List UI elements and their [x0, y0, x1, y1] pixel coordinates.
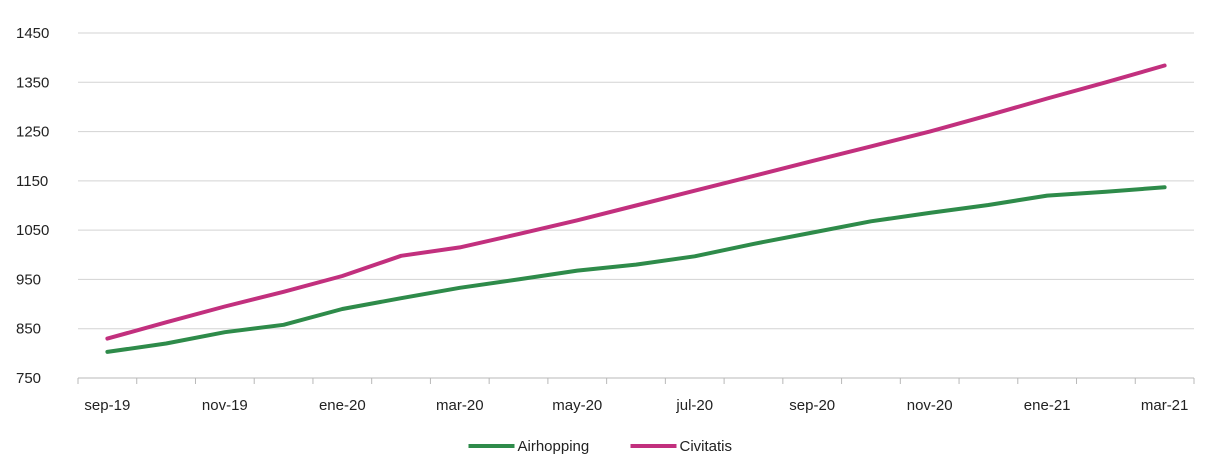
- legend-label-civitatis: Civitatis: [680, 438, 733, 455]
- series-lines: [105, 63, 1167, 354]
- x-tick-label: may-20: [552, 397, 602, 414]
- y-tick-label: 1050: [16, 222, 49, 239]
- x-tick-label: mar-21: [1141, 397, 1189, 414]
- y-tick-label: 850: [16, 321, 41, 338]
- y-tick-label: 950: [16, 271, 41, 288]
- x-tick-label: sep-20: [789, 397, 835, 414]
- y-tick-label: 750: [16, 370, 41, 387]
- x-tick-label: sep-19: [84, 397, 130, 414]
- x-axis-tickmarks: [77, 378, 1195, 384]
- x-tick-label: nov-20: [907, 397, 953, 414]
- x-tick-label: nov-19: [202, 397, 248, 414]
- y-axis-ticks: 750 850 950 1050 1150 1250 1350 1450: [16, 25, 49, 387]
- legend-label-airhopping: Airhopping: [518, 438, 590, 455]
- x-axis-ticks: sep-19 nov-19 ene-20 mar-20 may-20 jul-20 sep-…: [84, 397, 1188, 414]
- series-line-airhopping: [105, 185, 1167, 354]
- series-line-civitatis: [105, 63, 1167, 341]
- y-tick-label: 1250: [16, 124, 49, 141]
- x-tick-label: mar-20: [436, 397, 484, 414]
- y-tick-label: 1150: [16, 173, 48, 190]
- x-tick-label: jul-20: [675, 397, 713, 414]
- y-tick-label: 1450: [16, 25, 49, 42]
- legend: Airhopping Civitatis: [468, 438, 733, 455]
- y-tick-label: 1350: [16, 74, 49, 91]
- x-tick-label: ene-20: [319, 397, 366, 414]
- x-tick-label: ene-21: [1024, 397, 1071, 414]
